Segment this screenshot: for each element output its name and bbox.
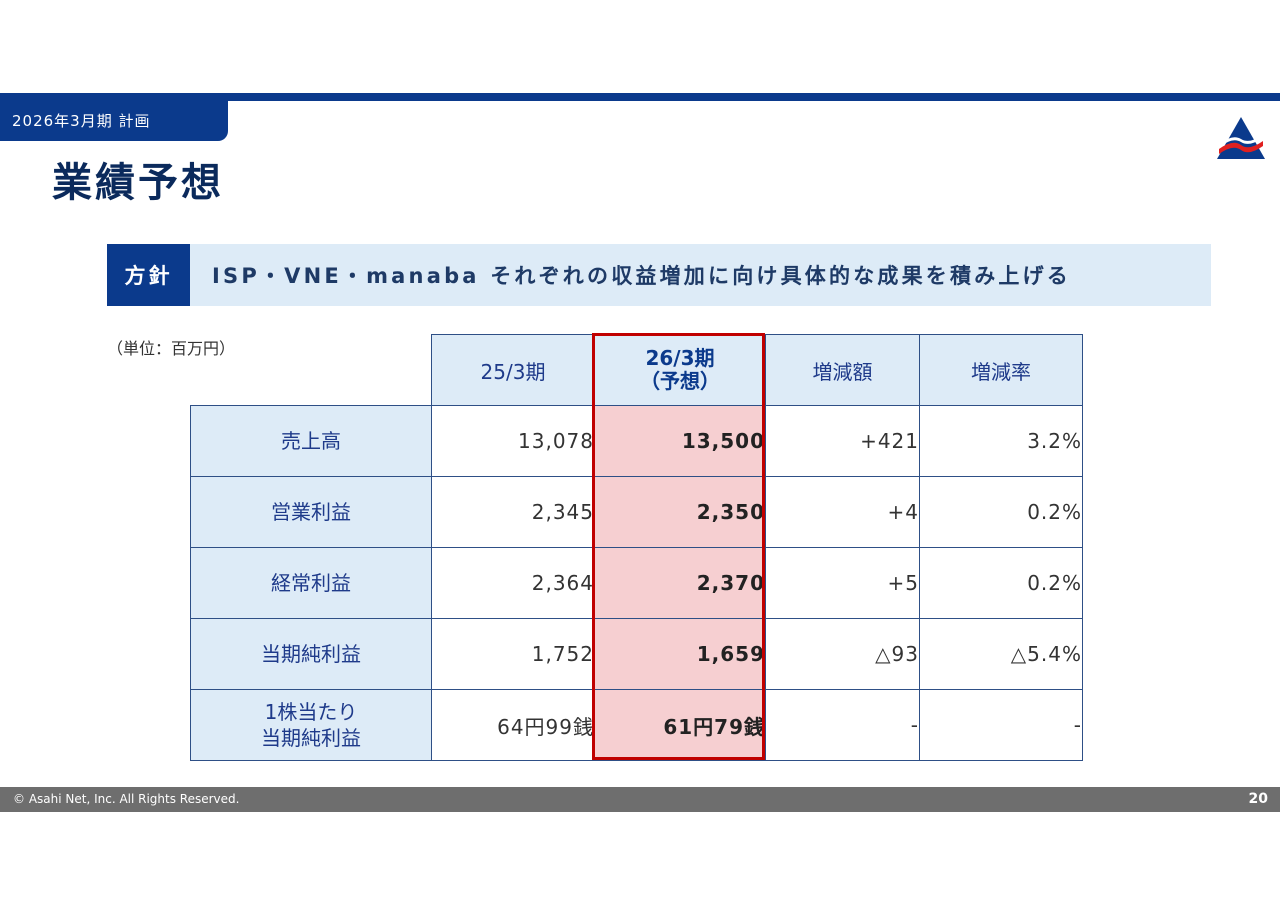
company-logo-icon — [1217, 117, 1265, 159]
cell-prev: 1,752 — [431, 618, 595, 690]
top-band — [0, 93, 1280, 101]
cell-diff: +421 — [765, 405, 920, 477]
col-header-prev: 25/3期 — [431, 334, 595, 406]
table-row: 当期純利益 1,752 1,659 △93 △5.4% — [190, 618, 1083, 690]
cell-diff: +4 — [765, 476, 920, 548]
row-label: 営業利益 — [190, 476, 432, 548]
col-header-diff: 増減額 — [765, 334, 920, 406]
col-header-rate: 増減率 — [919, 334, 1083, 406]
cell-prev: 64円99銭 — [431, 689, 595, 761]
unit-note: （単位：百万円） — [107, 339, 236, 358]
cell-prev: 13,078 — [431, 405, 595, 477]
cell-forecast: 1,659 — [594, 618, 766, 690]
col-header-forecast-note: （予想） — [640, 369, 720, 393]
table-row: 1株当たり 当期純利益 64円99銭 61円79銭 - - — [190, 689, 1083, 761]
cell-diff: - — [765, 689, 920, 761]
table-header-row: 25/3期 26/3期 （予想） 増減額 増減率 — [191, 334, 1083, 406]
policy-banner: 方針 ISP・VNE・manaba それぞれの収益増加に向け具体的な成果を積み上… — [107, 244, 1211, 306]
table-row: 売上高 13,078 13,500 +421 3.2% — [190, 405, 1083, 477]
page-title: 業績予想 — [52, 160, 224, 206]
cell-rate: 3.2% — [919, 405, 1083, 477]
row-label: 1株当たり 当期純利益 — [190, 689, 432, 761]
cell-diff: △93 — [765, 618, 920, 690]
row-label-line2: 当期純利益 — [261, 726, 361, 750]
row-label-line1: 1株当たり — [264, 700, 358, 724]
cell-forecast: 2,370 — [594, 547, 766, 619]
row-label: 当期純利益 — [190, 618, 432, 690]
cell-forecast: 2,350 — [594, 476, 766, 548]
copyright: © Asahi Net, Inc. All Rights Reserved. — [13, 792, 240, 806]
cell-forecast: 61円79銭 — [594, 689, 766, 761]
policy-label: 方針 — [107, 244, 190, 306]
footer-bar: © Asahi Net, Inc. All Rights Reserved. 2… — [0, 787, 1280, 812]
cell-forecast: 13,500 — [594, 405, 766, 477]
table-row: 経常利益 2,364 2,370 +5 0.2% — [190, 547, 1083, 619]
row-label: 売上高 — [190, 405, 432, 477]
cell-prev: 2,345 — [431, 476, 595, 548]
row-label: 経常利益 — [190, 547, 432, 619]
period-tag: 2026年3月期 計画 — [0, 101, 228, 141]
table-row: 営業利益 2,345 2,350 +4 0.2% — [190, 476, 1083, 548]
cell-rate: 0.2% — [919, 547, 1083, 619]
col-header-forecast-period: 26/3期 — [645, 346, 715, 370]
cell-rate: △5.4% — [919, 618, 1083, 690]
page-number: 20 — [1248, 791, 1268, 807]
cell-rate: - — [919, 689, 1083, 761]
cell-diff: +5 — [765, 547, 920, 619]
policy-text: ISP・VNE・manaba それぞれの収益増加に向け具体的な成果を積み上げる — [212, 264, 1071, 288]
forecast-table: 25/3期 26/3期 （予想） 増減額 増減率 売上高 13,078 13,5… — [190, 334, 1083, 761]
col-header-forecast: 26/3期 （予想） — [594, 334, 766, 406]
cell-rate: 0.2% — [919, 476, 1083, 548]
cell-prev: 2,364 — [431, 547, 595, 619]
